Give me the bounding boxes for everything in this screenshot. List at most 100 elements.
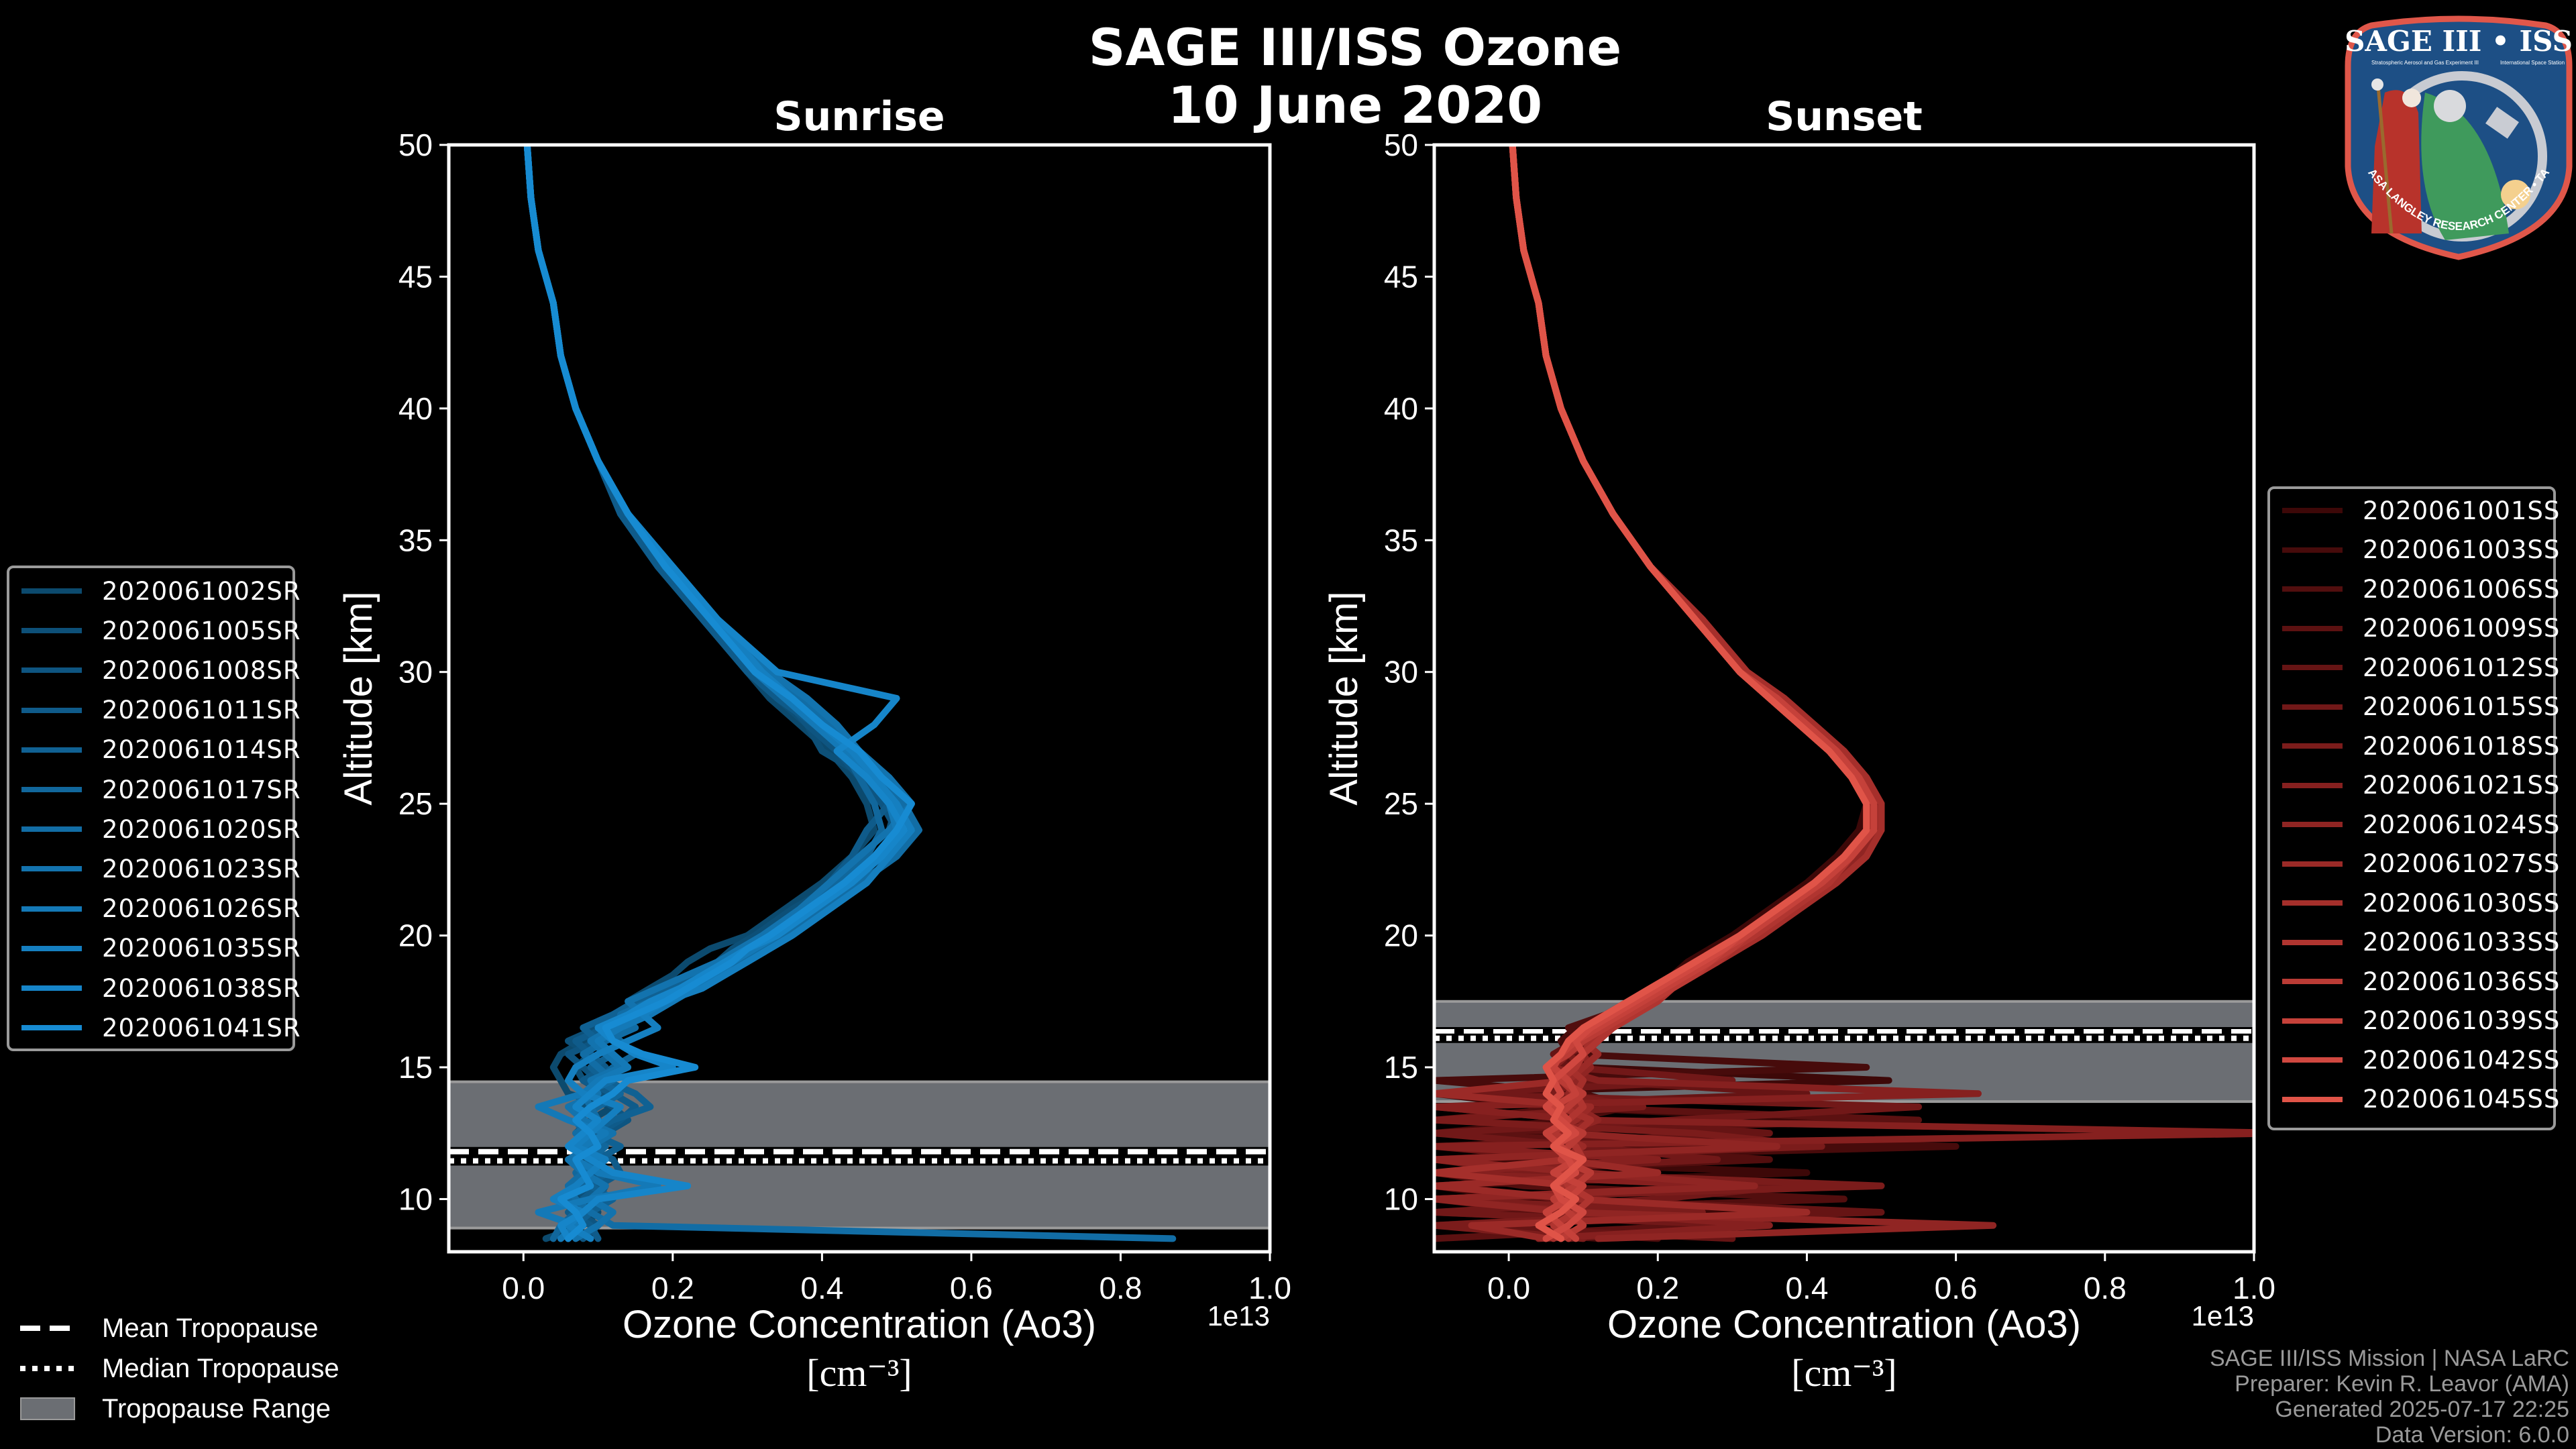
y-tick-label: 20 — [398, 918, 433, 953]
x-offset-label: 1e13 — [1208, 1300, 1270, 1332]
legend-line-icon — [2282, 586, 2343, 592]
logo-subtitle-right: International Space Station — [2500, 60, 2565, 66]
legend-line-icon — [2282, 625, 2343, 631]
legend-label: 2020061018SS — [2363, 731, 2561, 761]
dashed-line-icon — [20, 1326, 75, 1331]
credit-preparer: Preparer: Kevin R. Leavor (AMA) — [2235, 1371, 2569, 1397]
legend-line-icon — [2282, 547, 2343, 553]
x-tick-label: 0.4 — [800, 1271, 843, 1305]
legend-item: 2020061024SS — [2282, 806, 2560, 843]
legend-item: 2020061011SR — [21, 692, 301, 729]
y-tick-label: 30 — [1384, 655, 1418, 690]
legend-label: 2020061005SR — [102, 616, 301, 645]
figure-title: SAGE III/ISS Ozone 10 June 2020 — [872, 19, 1838, 134]
legend-label: Median Tropopause — [102, 1353, 339, 1383]
legend-line-icon — [2282, 704, 2343, 710]
legend-item: 2020061006SS — [2282, 570, 2560, 608]
legend-item: 2020061042SS — [2282, 1041, 2560, 1079]
legend-label: 2020061035SR — [102, 934, 301, 963]
legend-label: 2020061023SR — [102, 854, 301, 883]
legend-line-icon — [21, 866, 82, 872]
legend-label: Mean Tropopause — [102, 1313, 319, 1343]
legend-line-icon — [21, 588, 82, 594]
legend-line-icon — [21, 787, 82, 792]
profile-line-2020061041SR — [523, 145, 915, 1242]
legend-item: 2020061017SR — [21, 771, 301, 808]
legend-label: 2020061024SS — [2363, 810, 2561, 839]
subplot-title: Sunset — [1766, 93, 1923, 140]
y-tick-label: 10 — [1384, 1181, 1418, 1216]
legend-item: 2020061033SS — [2282, 924, 2560, 961]
y-tick-label: 15 — [1384, 1050, 1418, 1085]
range-band-icon — [20, 1397, 75, 1420]
plot-area — [449, 145, 1270, 1242]
y-tick-label: 35 — [1384, 523, 1418, 557]
profile-line-2020061045SS — [1509, 145, 1870, 1242]
legend-item-tropopause-range: Tropopause Range — [20, 1389, 339, 1429]
legend-label: 2020061002SR — [102, 576, 301, 606]
legend-label: 2020061033SS — [2363, 928, 2561, 957]
x-tick-label: 0.6 — [1935, 1271, 1978, 1305]
y-tick-label: 50 — [1384, 127, 1418, 162]
legend-line-icon — [2282, 1096, 2343, 1102]
y-tick-label: 45 — [1384, 259, 1418, 294]
legend-item: 2020061021SS — [2282, 767, 2560, 804]
plot-area — [1434, 145, 2254, 1242]
sunset-legend: 2020061001SS 2020061003SS 2020061006SS 2020… — [2267, 486, 2559, 1130]
y-tick-label: 35 — [398, 523, 433, 557]
y-tick-label: 50 — [398, 127, 433, 162]
legend-item: 2020061045SS — [2282, 1081, 2560, 1118]
y-tick-label: 40 — [1384, 391, 1418, 426]
axes-frame — [447, 143, 1272, 1254]
x-offset-label: 1e13 — [2192, 1300, 2254, 1332]
dotted-line-icon — [20, 1366, 75, 1371]
legend-label: 2020061014SR — [102, 735, 301, 765]
logo-title: SAGE III • ISS — [2345, 25, 2573, 58]
legend-item: 2020061030SS — [2282, 884, 2560, 922]
legend-label: 2020061003SS — [2363, 535, 2561, 564]
legend-item: 2020061008SR — [21, 651, 301, 689]
tropopause-legend: Mean Tropopause Median Tropopause Tropop… — [20, 1308, 339, 1429]
legend-line-icon — [2282, 508, 2343, 513]
y-tick-label: 40 — [398, 391, 433, 426]
legend-line-icon — [2282, 1018, 2343, 1024]
x-tick-label: 1.0 — [1248, 1271, 1291, 1305]
legend-line-icon — [2282, 979, 2343, 984]
legend-line-icon — [21, 945, 82, 951]
legend-item: 2020061026SR — [21, 890, 301, 928]
profile-line-2020061005SR — [523, 145, 900, 1242]
legend-item: 2020061002SR — [21, 572, 301, 610]
subplot-title: Sunrise — [773, 93, 945, 140]
legend-line-icon — [2282, 939, 2343, 945]
legend-line-icon — [2282, 665, 2343, 670]
profile-line-2020061014SR — [523, 145, 908, 1242]
legend-item: 2020061005SR — [21, 612, 301, 649]
legend-item-median-tropopause: Median Tropopause — [20, 1348, 339, 1389]
sunrise-panel: 0.0 0.2 0.4 0.6 0.8 1.0 10 15 20 25 30 35 40 45 50 1e13… — [337, 93, 1291, 1395]
legend-line-icon — [2282, 743, 2343, 749]
legend-label: 2020061008SR — [102, 655, 301, 685]
legend-label: 2020061012SS — [2363, 653, 2561, 682]
legend-item: 2020061035SR — [21, 930, 301, 967]
legend-line-icon — [21, 628, 82, 634]
legend-item: 2020061036SS — [2282, 963, 2560, 1000]
legend-line-icon — [21, 667, 82, 674]
legend-item: 2020061015SS — [2282, 688, 2560, 726]
sage-iii-iss-mission-logo: SAGE III • ISS Stratospheric Aerosol and… — [2345, 12, 2573, 260]
x-tick-label: 0.0 — [1487, 1271, 1530, 1305]
sunrise-legend: 2020061002SR 2020061005SR 2020061008SR 2020… — [7, 566, 301, 1051]
legend-label: 2020061009SS — [2363, 614, 2561, 643]
legend-label: 2020061039SS — [2363, 1006, 2561, 1035]
y-tick-label: 15 — [398, 1050, 433, 1085]
legend-label: Tropopause Range — [102, 1393, 331, 1424]
legend-line-icon — [21, 1025, 82, 1031]
legend-line-icon — [2282, 822, 2343, 827]
legend-label: 2020061042SS — [2363, 1045, 2561, 1075]
legend-label: 2020061036SS — [2363, 967, 2561, 996]
legend-item: 2020061020SR — [21, 810, 301, 848]
x-tick-label: 0.8 — [2084, 1271, 2127, 1305]
legend-label: 2020061006SS — [2363, 574, 2561, 604]
legend-label: 2020061045SS — [2363, 1085, 2561, 1114]
legend-label: 2020061015SS — [2363, 692, 2561, 721]
